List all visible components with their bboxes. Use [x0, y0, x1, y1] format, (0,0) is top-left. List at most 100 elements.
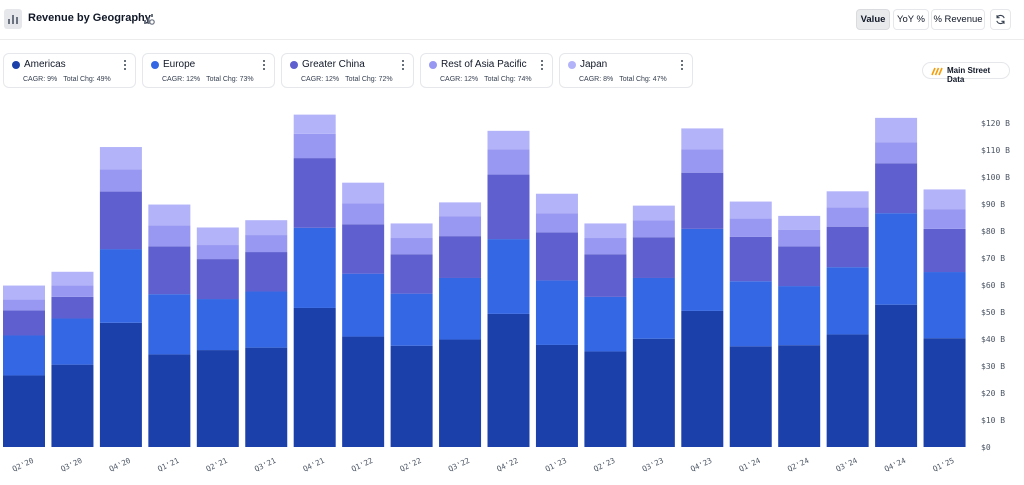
bar-segment-greater-china[interactable] — [3, 310, 45, 336]
bar-segment-greater-china[interactable] — [826, 226, 869, 268]
bar-segment-japan[interactable] — [342, 182, 385, 204]
bar-segment-americas[interactable] — [875, 304, 918, 447]
bar-segment-japan[interactable] — [681, 128, 724, 150]
bar-segment-americas[interactable] — [826, 334, 869, 447]
legend-card-europe[interactable]: Europe CAGR: 12% Total Chg: 73% — [142, 53, 275, 88]
data-source-badge[interactable]: Main Street Data — [922, 62, 1010, 84]
bar-segment-europe[interactable] — [681, 228, 724, 311]
bar-segment-japan[interactable] — [584, 223, 627, 239]
bar-segment-rest-of-asia-pacific[interactable] — [390, 238, 433, 255]
bar-segment-greater-china[interactable] — [245, 252, 288, 292]
bar-segment-americas[interactable] — [51, 364, 94, 447]
bar-segment-greater-china[interactable] — [875, 163, 918, 214]
bar-segment-europe[interactable] — [875, 213, 918, 305]
bar-segment-americas[interactable] — [342, 336, 385, 447]
bar-segment-europe[interactable] — [390, 293, 433, 346]
bar-segment-europe[interactable] — [778, 286, 821, 346]
bar-segment-rest-of-asia-pacific[interactable] — [99, 169, 142, 192]
bar-segment-europe[interactable] — [196, 299, 239, 351]
bar-segment-rest-of-asia-pacific[interactable] — [3, 299, 45, 311]
bar-segment-japan[interactable] — [729, 201, 772, 219]
bar-segment-americas[interactable] — [148, 354, 191, 447]
pct-revenue-button[interactable]: % Revenue — [931, 9, 985, 30]
bar-segment-rest-of-asia-pacific[interactable] — [487, 149, 530, 175]
bar-segment-rest-of-asia-pacific[interactable] — [729, 218, 772, 237]
bar-chart-icon[interactable] — [4, 9, 22, 29]
bar-segment-greater-china[interactable] — [487, 174, 530, 240]
bar-segment-japan[interactable] — [632, 205, 675, 221]
bar-segment-greater-china[interactable] — [342, 224, 385, 274]
refresh-button[interactable] — [990, 9, 1011, 30]
more-options-icon[interactable] — [121, 59, 129, 71]
bar-segment-europe[interactable] — [439, 277, 482, 340]
bar-segment-rest-of-asia-pacific[interactable] — [826, 207, 869, 227]
bar-segment-europe[interactable] — [535, 280, 578, 345]
bar-segment-rest-of-asia-pacific[interactable] — [51, 285, 94, 297]
bar-segment-japan[interactable] — [535, 193, 578, 214]
bar-segment-rest-of-asia-pacific[interactable] — [342, 203, 385, 225]
more-options-icon[interactable] — [538, 59, 546, 71]
bar-segment-americas[interactable] — [3, 375, 45, 447]
bar-segment-europe[interactable] — [487, 239, 530, 314]
bar-segment-greater-china[interactable] — [99, 191, 142, 250]
bar-segment-rest-of-asia-pacific[interactable] — [245, 235, 288, 253]
bar-segment-rest-of-asia-pacific[interactable] — [535, 213, 578, 233]
bar-segment-americas[interactable] — [923, 338, 966, 447]
bar-segment-greater-china[interactable] — [390, 254, 433, 294]
bar-segment-japan[interactable] — [148, 204, 191, 226]
bar-segment-europe[interactable] — [3, 335, 45, 376]
bar-segment-americas[interactable] — [778, 345, 821, 447]
bar-segment-rest-of-asia-pacific[interactable] — [778, 229, 821, 247]
bar-segment-europe[interactable] — [826, 267, 869, 335]
bar-segment-rest-of-asia-pacific[interactable] — [681, 149, 724, 173]
bar-segment-japan[interactable] — [196, 227, 239, 246]
value-button[interactable]: Value — [856, 9, 890, 30]
bar-segment-americas[interactable] — [390, 345, 433, 447]
yoy-button[interactable]: YoY % — [893, 9, 929, 30]
bar-segment-japan[interactable] — [487, 130, 530, 150]
bar-segment-japan[interactable] — [778, 215, 821, 230]
chart-settings-icon[interactable] — [143, 13, 155, 25]
bar-segment-japan[interactable] — [390, 223, 433, 239]
bar-segment-japan[interactable] — [51, 271, 94, 286]
legend-card-americas[interactable]: Americas CAGR: 9% Total Chg: 49% — [3, 53, 136, 88]
bar-segment-europe[interactable] — [923, 272, 966, 339]
bar-segment-japan[interactable] — [99, 147, 142, 170]
bar-segment-japan[interactable] — [875, 117, 918, 143]
bar-segment-europe[interactable] — [51, 318, 94, 365]
bar-segment-europe[interactable] — [342, 273, 385, 337]
bar-segment-greater-china[interactable] — [923, 228, 966, 273]
bar-segment-greater-china[interactable] — [439, 236, 482, 278]
bar-segment-rest-of-asia-pacific[interactable] — [875, 142, 918, 164]
bar-segment-rest-of-asia-pacific[interactable] — [148, 225, 191, 247]
bar-segment-japan[interactable] — [245, 220, 288, 236]
bar-segment-europe[interactable] — [99, 249, 142, 323]
bar-segment-americas[interactable] — [632, 338, 675, 447]
bar-segment-greater-china[interactable] — [729, 236, 772, 282]
more-options-icon[interactable] — [678, 59, 686, 71]
bar-segment-americas[interactable] — [729, 346, 772, 447]
bar-segment-japan[interactable] — [3, 285, 45, 300]
bar-segment-rest-of-asia-pacific[interactable] — [293, 133, 336, 159]
legend-card-greater-china[interactable]: Greater China CAGR: 12% Total Chg: 72% — [281, 53, 414, 88]
bar-segment-japan[interactable] — [293, 114, 336, 134]
bar-segment-europe[interactable] — [148, 294, 191, 355]
bar-segment-americas[interactable] — [487, 313, 530, 447]
bar-segment-europe[interactable] — [584, 296, 627, 352]
bar-segment-greater-china[interactable] — [778, 246, 821, 287]
bar-segment-rest-of-asia-pacific[interactable] — [632, 220, 675, 238]
more-options-icon[interactable] — [260, 59, 268, 71]
bar-segment-rest-of-asia-pacific[interactable] — [439, 216, 482, 237]
bar-segment-greater-china[interactable] — [148, 246, 191, 295]
bar-segment-greater-china[interactable] — [632, 237, 675, 278]
bar-segment-europe[interactable] — [293, 227, 336, 308]
bar-segment-greater-china[interactable] — [51, 296, 94, 319]
bar-segment-greater-china[interactable] — [293, 158, 336, 228]
bar-segment-greater-china[interactable] — [681, 172, 724, 229]
bar-segment-europe[interactable] — [729, 281, 772, 347]
bar-segment-americas[interactable] — [196, 350, 239, 447]
bar-segment-greater-china[interactable] — [196, 259, 239, 300]
bar-segment-japan[interactable] — [439, 202, 482, 217]
legend-card-rest-of-asia-pacific[interactable]: Rest of Asia Pacific CAGR: 12% Total Chg:… — [420, 53, 553, 88]
bar-segment-americas[interactable] — [681, 310, 724, 447]
